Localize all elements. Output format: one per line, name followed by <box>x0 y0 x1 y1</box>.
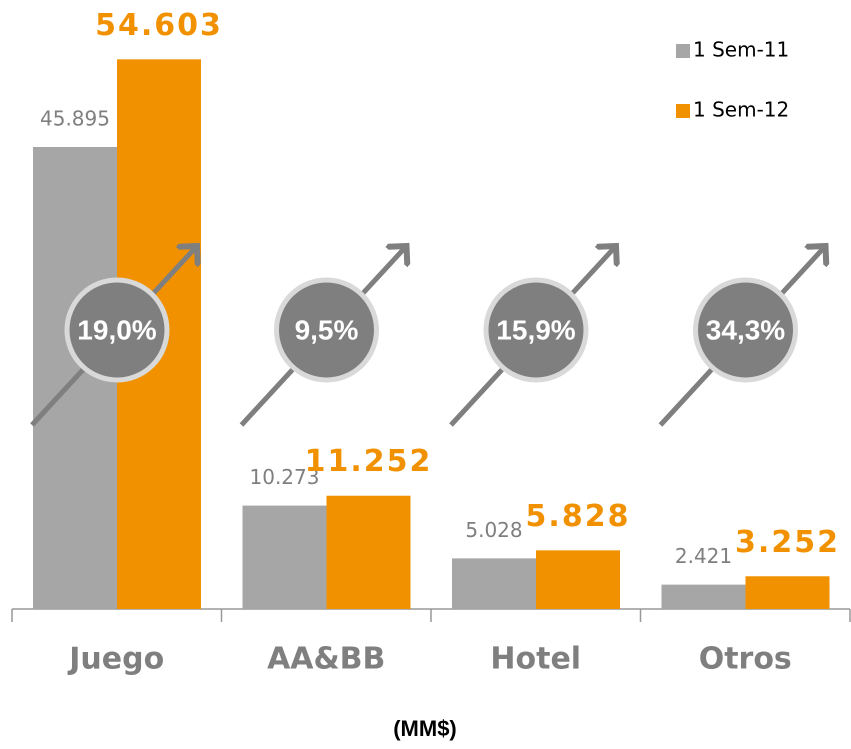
growth-label: 15,9% <box>496 314 575 345</box>
value-label: 45.895 <box>40 106 110 130</box>
legend-label: 1 Sem-12 <box>693 98 789 122</box>
value-label: 11.252 <box>305 444 433 479</box>
value-label: 54.603 <box>95 8 223 43</box>
growth-badge <box>483 277 589 383</box>
legend-label: 1 Sem-11 <box>693 38 789 62</box>
growth-badge <box>64 277 170 383</box>
growth-label: 34,3% <box>706 314 785 345</box>
bar <box>661 584 746 609</box>
value-label: 2.421 <box>675 544 732 568</box>
x-tick-label: AA&BB <box>267 642 385 677</box>
bar <box>745 576 830 609</box>
value-label: 5.828 <box>526 499 631 534</box>
bar <box>452 558 536 609</box>
legend-swatch <box>676 104 690 118</box>
growth-label: 19,0% <box>77 314 156 345</box>
growth-badge <box>693 277 798 383</box>
value-label: 10.273 <box>250 465 320 489</box>
growth-label: 9,5% <box>295 314 359 345</box>
bar <box>326 495 411 609</box>
x-tick-label: Hotel <box>490 642 581 677</box>
x-axis-label: (MM$) <box>393 716 457 741</box>
x-tick-label: Juego <box>67 642 164 677</box>
legend-swatch <box>676 44 690 58</box>
growth-badge <box>274 277 379 383</box>
bar <box>536 550 620 609</box>
bar <box>242 505 327 609</box>
value-label: 3.252 <box>735 525 840 560</box>
x-tick-label: Otros <box>699 642 792 677</box>
value-label: 5.028 <box>465 518 522 542</box>
